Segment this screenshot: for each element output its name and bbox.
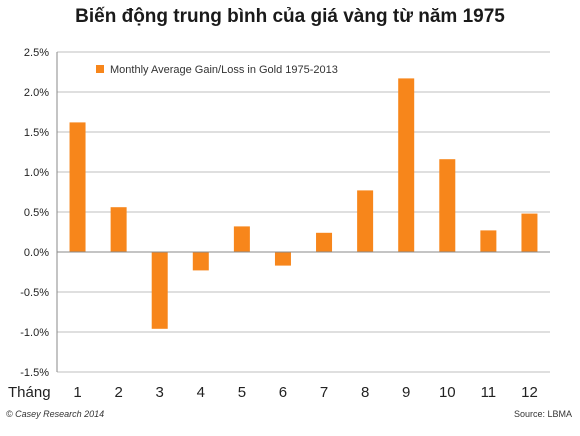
source-note: Source: LBMA	[513, 409, 572, 419]
x-tick-label: 3	[156, 384, 164, 401]
bar-month-1	[69, 122, 86, 253]
bar-month-6	[274, 252, 291, 266]
chart-title: Biến động trung bình của giá vàng từ năm…	[75, 6, 505, 27]
bar-month-11	[480, 230, 497, 252]
x-tick-label: 4	[197, 384, 205, 401]
bar-month-12	[521, 213, 538, 252]
x-tick-label: 8	[361, 384, 369, 401]
x-tick-label: 1	[73, 384, 81, 401]
copyright-note: © Casey Research 2014	[6, 409, 105, 419]
legend: Monthly Average Gain/Loss in Gold 1975-2…	[96, 64, 338, 76]
y-tick-label: 2.0%	[24, 87, 49, 99]
bar-month-8	[357, 190, 374, 252]
x-tick-label: 2	[114, 384, 122, 401]
bar-month-7	[316, 232, 333, 252]
legend-label: Monthly Average Gain/Loss in Gold 1975-2…	[110, 64, 338, 76]
bar-month-5	[233, 226, 250, 252]
bar-month-4	[192, 252, 209, 271]
legend-swatch	[96, 65, 104, 73]
x-tick-label: 6	[279, 384, 287, 401]
x-tick-label: 7	[320, 384, 328, 401]
axes: 2.5% 2.0% 1.5% 1.0% 0.5% 0.0% -0.5% -1.0% -1.5% 1…	[8, 47, 550, 401]
y-tick-label: 2.5%	[24, 47, 49, 59]
y-tick-label: 1.0%	[24, 167, 49, 179]
x-tick-label: 12	[521, 384, 538, 401]
gridlines	[57, 51, 550, 373]
x-tick-label: 10	[439, 384, 456, 401]
bar-month-3	[151, 252, 168, 329]
y-tick-label: -1.0%	[20, 327, 49, 339]
x-tick-label: 9	[402, 384, 410, 401]
x-axis-label: Tháng	[8, 384, 51, 401]
y-tick-label: -1.5%	[20, 367, 49, 379]
y-tick-label: 1.5%	[24, 127, 49, 139]
bars	[69, 78, 538, 329]
x-tick-label: 5	[238, 384, 246, 401]
bar-month-2	[110, 207, 127, 252]
bar-month-10	[439, 159, 456, 252]
y-tick-label: 0.5%	[24, 207, 49, 219]
y-tick-label: 0.0%	[24, 247, 49, 259]
bar-month-9	[398, 78, 415, 253]
x-tick-label: 11	[481, 384, 497, 401]
y-tick-label: -0.5%	[20, 287, 49, 299]
